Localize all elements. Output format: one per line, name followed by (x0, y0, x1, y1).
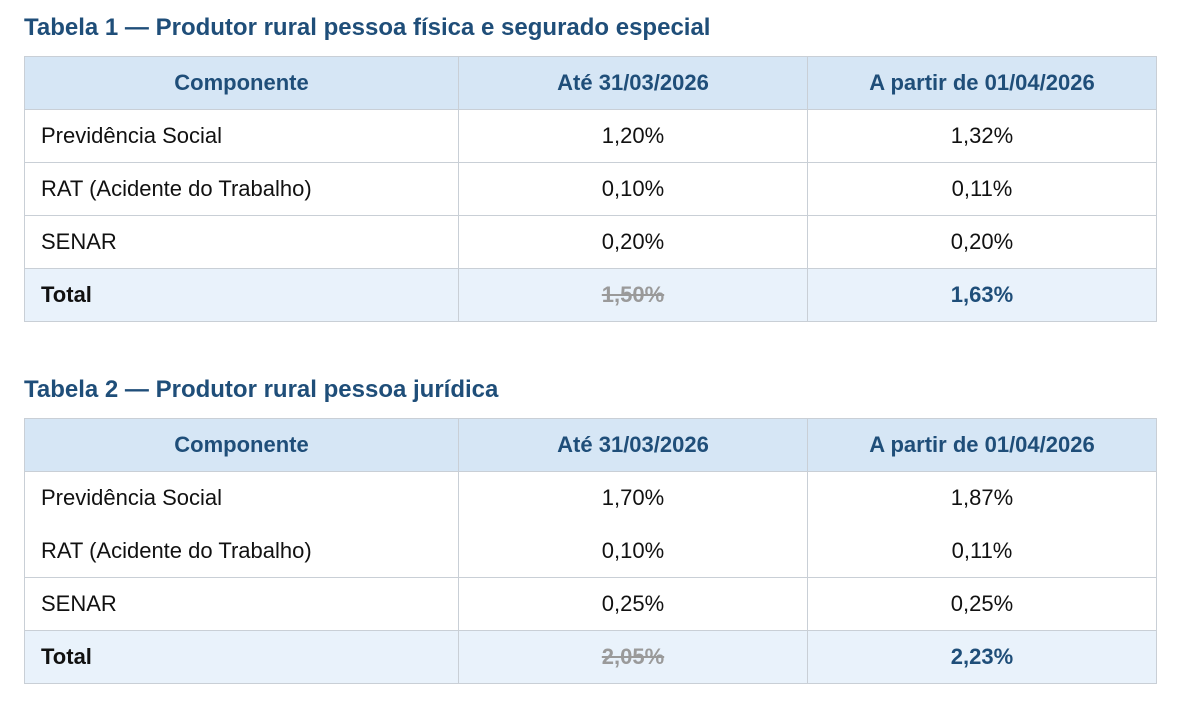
column-header-component: Componente (24, 418, 459, 472)
rate-after: 1,87% (807, 471, 1157, 525)
table-2-section: Tabela 2 — Produtor rural pessoa jurídic… (24, 370, 1157, 684)
column-header-before: Até 31/03/2026 (458, 56, 808, 110)
total-before-strikethrough: 2,05% (601, 644, 665, 669)
rate-after: 0,25% (807, 577, 1157, 631)
table-1-section: Tabela 1 — Produtor rural pessoa física … (24, 8, 1157, 322)
rate-before: 0,25% (458, 577, 808, 631)
column-header-before: Até 31/03/2026 (458, 418, 808, 472)
table-2-title: Tabela 2 — Produtor rural pessoa jurídic… (24, 376, 499, 403)
total-after: 2,23% (950, 644, 1014, 669)
total-before-strikethrough: 1,50% (601, 282, 665, 307)
column-header-after: A partir de 01/04/2026 (807, 418, 1157, 472)
rate-after: 0,11% (807, 162, 1157, 216)
total-before-cell: 1,50% (458, 268, 808, 322)
row-label: RAT (Acidente do Trabalho) (24, 162, 459, 216)
total-after-cell: 2,23% (807, 630, 1157, 684)
table-row: Previdência Social 1,20% 1,32% (24, 109, 1157, 163)
rate-before: 1,20% (458, 109, 808, 163)
row-label: SENAR (24, 577, 459, 631)
table-row: RAT (Acidente do Trabalho) 0,10% 0,11% (24, 162, 1157, 216)
column-header-after: A partir de 01/04/2026 (807, 56, 1157, 110)
rate-after: 1,32% (807, 109, 1157, 163)
total-after-cell: 1,63% (807, 268, 1157, 322)
table-1: Componente Até 31/03/2026 A partir de 01… (24, 56, 1157, 322)
table-row: SENAR 0,25% 0,25% (24, 577, 1157, 631)
table-1-title: Tabela 1 — Produtor rural pessoa física … (24, 14, 711, 41)
total-after: 1,63% (950, 282, 1014, 307)
total-label: Total (24, 268, 459, 322)
row-label: Previdência Social (24, 109, 459, 163)
rate-after: 0,20% (807, 215, 1157, 269)
total-label: Total (24, 630, 459, 684)
table-header-row: Componente Até 31/03/2026 A partir de 01… (24, 418, 1157, 472)
table-row: RAT (Acidente do Trabalho) 0,10% 0,11% (24, 524, 1157, 578)
total-row: Total 1,50% 1,63% (24, 268, 1157, 322)
rate-before: 0,10% (458, 162, 808, 216)
table-2: Componente Até 31/03/2026 A partir de 01… (24, 418, 1157, 684)
total-before-cell: 2,05% (458, 630, 808, 684)
total-row: Total 2,05% 2,23% (24, 630, 1157, 684)
table-row: Previdência Social 1,70% 1,87% (24, 471, 1157, 525)
row-label: SENAR (24, 215, 459, 269)
row-label: Previdência Social (24, 471, 459, 525)
column-header-component: Componente (24, 56, 459, 110)
rate-after: 0,11% (807, 524, 1157, 578)
rate-before: 0,20% (458, 215, 808, 269)
table-header-row: Componente Até 31/03/2026 A partir de 01… (24, 56, 1157, 110)
rate-before: 0,10% (458, 524, 808, 578)
row-label: RAT (Acidente do Trabalho) (24, 524, 459, 578)
table-row: SENAR 0,20% 0,20% (24, 215, 1157, 269)
rate-before: 1,70% (458, 471, 808, 525)
